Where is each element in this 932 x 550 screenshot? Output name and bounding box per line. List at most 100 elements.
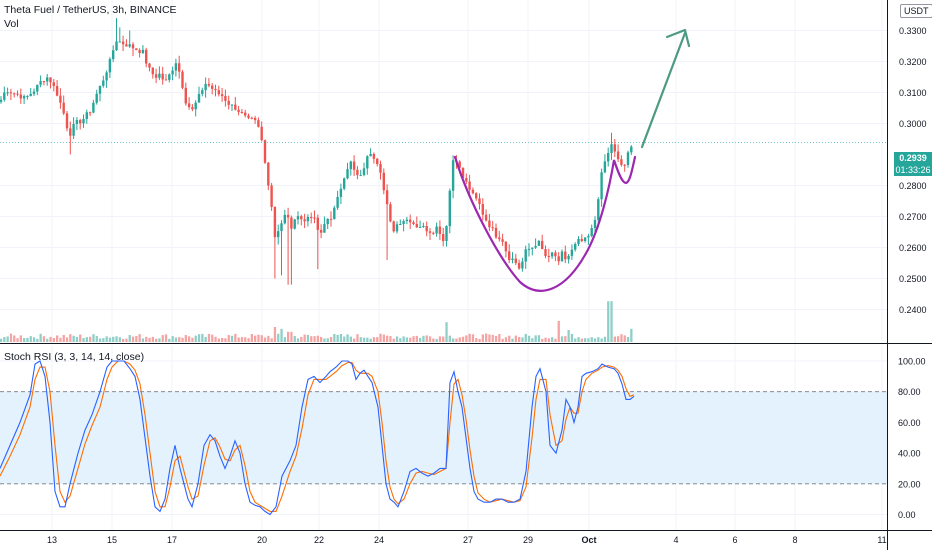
candle-body (26, 95, 29, 97)
candle-body (9, 92, 13, 94)
volume-bar (6, 336, 9, 342)
candle-body (359, 175, 362, 177)
candle-body (13, 93, 16, 95)
symbol-legend: Theta Fuel / TetherUS, 3h, BINANCE (4, 4, 177, 16)
volume-bar (197, 334, 201, 342)
volume-bar (105, 336, 108, 342)
candle-body (349, 161, 352, 170)
volume-bar (395, 336, 399, 342)
candle-body (623, 164, 626, 166)
candle-body (580, 238, 583, 242)
time-tick-label: 8 (792, 535, 797, 545)
volume-bar (131, 336, 135, 342)
volume-bar (224, 338, 227, 342)
candle-body (65, 113, 69, 129)
candle-body (98, 85, 102, 94)
volume-bar (399, 338, 402, 342)
candle-body (247, 115, 250, 118)
candle-body (36, 84, 39, 92)
volume-bar (115, 336, 118, 342)
price-tick-label: 0.3300 (899, 26, 927, 36)
candle-body (491, 227, 494, 229)
volume-bar (488, 334, 491, 342)
candle-body (590, 227, 593, 236)
volume-bars (0, 301, 633, 342)
candle-body (399, 224, 402, 226)
volume-bar (247, 338, 250, 342)
volume-legend: Vol (4, 18, 19, 30)
candle-body (389, 204, 392, 222)
candle-body (458, 161, 461, 168)
candle-body (451, 160, 455, 191)
candle-body (395, 224, 399, 232)
price-axis: 0.3300 0.3200 0.3100 0.3000 0.2800 0.2700 0.26… (899, 26, 927, 315)
volume-bar (359, 337, 362, 342)
candle-body (392, 221, 395, 232)
volume-bar (491, 334, 494, 342)
candle-body (597, 199, 600, 220)
candle-body (488, 220, 491, 228)
volume-bar (310, 336, 313, 342)
candle-body (613, 144, 616, 152)
volume-bar (432, 338, 435, 342)
volume-bar (574, 338, 577, 342)
candle-body (234, 104, 237, 110)
price-tick-label: 0.2600 (899, 243, 927, 253)
volume-bar (52, 338, 55, 342)
volume-bar (148, 337, 151, 342)
volume-bar (392, 338, 395, 342)
volume-bar (346, 334, 349, 342)
candle-body (92, 102, 95, 113)
candle-body (402, 221, 405, 225)
volume-bar (122, 338, 125, 342)
volume-bar (254, 335, 257, 342)
candle-body (630, 146, 633, 153)
volume-bar (626, 337, 630, 342)
candle-body (517, 263, 521, 269)
candle-body (511, 258, 514, 261)
volume-bar (521, 337, 524, 342)
candle-body (260, 126, 263, 141)
volume-bar (240, 337, 244, 342)
candle-body (290, 217, 293, 229)
candle-body (257, 120, 260, 127)
time-tick-label: 22 (314, 535, 324, 545)
volume-bar (98, 338, 102, 342)
candle-body (570, 249, 574, 256)
volume-bar (108, 337, 112, 342)
candle-body (567, 255, 570, 260)
candle-body (564, 251, 567, 260)
candle-body (201, 90, 204, 94)
candle-body (415, 224, 418, 228)
currency-badge[interactable]: USDT (900, 4, 932, 18)
candle-body (346, 169, 349, 179)
candle-body (293, 219, 296, 229)
volume-bar (475, 338, 478, 342)
volume-bar (188, 336, 191, 342)
volume-bar (461, 336, 465, 342)
volume-bar (174, 337, 178, 342)
candle-body (484, 214, 488, 221)
volume-bar (250, 334, 253, 342)
volume-bar (59, 337, 62, 342)
candle-body (557, 256, 560, 262)
volume-bar (141, 338, 145, 342)
volume-bar (237, 337, 240, 342)
volume-bar (171, 336, 174, 342)
volume-bar (455, 338, 458, 342)
stoch-axis: 100.00 80.00 60.00 40.00 20.00 0.00 (898, 357, 926, 521)
volume-bar (379, 333, 382, 342)
volume-bar (168, 338, 171, 342)
candle-body (62, 102, 65, 114)
volume-bar (26, 337, 29, 342)
candle-body (128, 44, 131, 47)
volume-bar (620, 334, 623, 342)
candle-body (82, 118, 85, 124)
volume-bar (155, 338, 158, 342)
candle-body (326, 218, 329, 225)
candle-body (418, 226, 422, 228)
volume-bar (617, 336, 620, 342)
candle-body (187, 103, 191, 108)
